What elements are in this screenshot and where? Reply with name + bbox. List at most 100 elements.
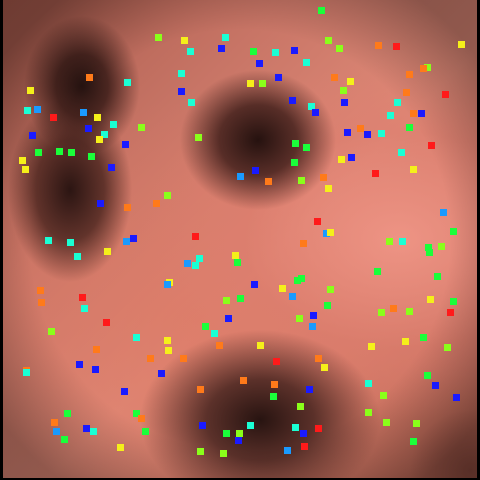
feature-marker: [386, 238, 393, 245]
feature-marker: [79, 294, 86, 301]
feature-marker: [218, 45, 225, 52]
feature-marker: [292, 140, 299, 147]
feature-marker: [103, 319, 110, 326]
feature-marker: [199, 422, 206, 429]
feature-marker: [247, 422, 254, 429]
feature-marker: [426, 249, 433, 256]
feature-marker: [23, 369, 30, 376]
feature-marker: [256, 60, 263, 67]
feature-marker: [97, 200, 104, 207]
feature-marker: [48, 328, 55, 335]
feature-marker: [250, 48, 257, 55]
feature-marker: [271, 381, 278, 388]
feature-marker: [90, 428, 97, 435]
feature-marker: [298, 177, 305, 184]
feature-marker: [440, 209, 447, 216]
feature-marker: [273, 358, 280, 365]
feature-marker: [130, 235, 137, 242]
feature-marker: [406, 71, 413, 78]
feature-marker: [117, 444, 124, 451]
feature-marker: [27, 87, 34, 94]
feature-marker: [427, 296, 434, 303]
feature-marker: [56, 148, 63, 155]
feature-marker: [323, 230, 330, 237]
feature-marker: [138, 124, 145, 131]
feature-marker: [251, 281, 258, 288]
feature-marker: [234, 259, 241, 266]
feature-marker: [86, 74, 93, 81]
feature-marker: [428, 142, 435, 149]
feature-marker: [51, 419, 58, 426]
feature-marker: [223, 297, 230, 304]
feature-marker: [37, 287, 44, 294]
feature-marker: [398, 149, 405, 156]
feature-marker: [380, 392, 387, 399]
feature-marker: [101, 131, 108, 138]
feature-marker: [81, 305, 88, 312]
feature-marker: [406, 124, 413, 131]
feature-marker: [265, 178, 272, 185]
feature-marker: [29, 132, 36, 139]
feature-marker: [420, 65, 427, 72]
feature-marker: [410, 110, 417, 117]
feature-marker: [247, 80, 254, 87]
feature-marker: [387, 112, 394, 119]
feature-marker: [211, 330, 218, 337]
feature-marker: [153, 200, 160, 207]
feature-marker: [378, 309, 385, 316]
feature-marker: [178, 88, 185, 95]
feature-marker: [296, 315, 303, 322]
feature-marker: [318, 7, 325, 14]
feature-marker: [104, 248, 111, 255]
feature-marker: [259, 80, 266, 87]
feature-marker: [336, 45, 343, 52]
feature-marker: [372, 170, 379, 177]
feature-marker: [399, 238, 406, 245]
feature-marker: [338, 156, 345, 163]
feature-marker: [402, 338, 409, 345]
feature-marker: [223, 430, 230, 437]
feature-marker: [447, 309, 454, 316]
feature-marker: [321, 364, 328, 371]
feature-marker: [197, 448, 204, 455]
feature-marker: [270, 393, 277, 400]
feature-marker: [306, 386, 313, 393]
feature-marker: [424, 372, 431, 379]
feature-marker: [458, 41, 465, 48]
feature-marker: [375, 42, 382, 49]
feature-marker: [19, 157, 26, 164]
feature-marker: [357, 125, 364, 132]
feature-marker: [38, 299, 45, 306]
feature-marker: [235, 437, 242, 444]
feature-marker: [301, 443, 308, 450]
feature-marker: [45, 237, 52, 244]
feature-marker: [110, 121, 117, 128]
feature-marker: [164, 337, 171, 344]
feature-marker: [94, 114, 101, 121]
feature-marker: [314, 218, 321, 225]
feature-marker: [123, 238, 130, 245]
feature-marker: [180, 355, 187, 362]
feature-marker: [348, 154, 355, 161]
feature-marker: [108, 164, 115, 171]
feature-marker: [344, 129, 351, 136]
feature-marker: [315, 355, 322, 362]
feature-marker: [325, 37, 332, 44]
feature-marker: [432, 382, 439, 389]
feature-marker: [291, 47, 298, 54]
feature-marker: [236, 430, 243, 437]
feature-marker: [80, 109, 87, 116]
feature-marker: [442, 91, 449, 98]
feature-marker: [158, 370, 165, 377]
feature-marker: [320, 174, 327, 181]
feature-marker: [216, 342, 223, 349]
feature-marker: [300, 430, 307, 437]
feature-marker: [237, 295, 244, 302]
feature-marker: [178, 70, 185, 77]
feature-marker: [192, 233, 199, 240]
feature-marker: [195, 134, 202, 141]
feature-marker: [364, 131, 371, 138]
feature-marker: [284, 447, 291, 454]
